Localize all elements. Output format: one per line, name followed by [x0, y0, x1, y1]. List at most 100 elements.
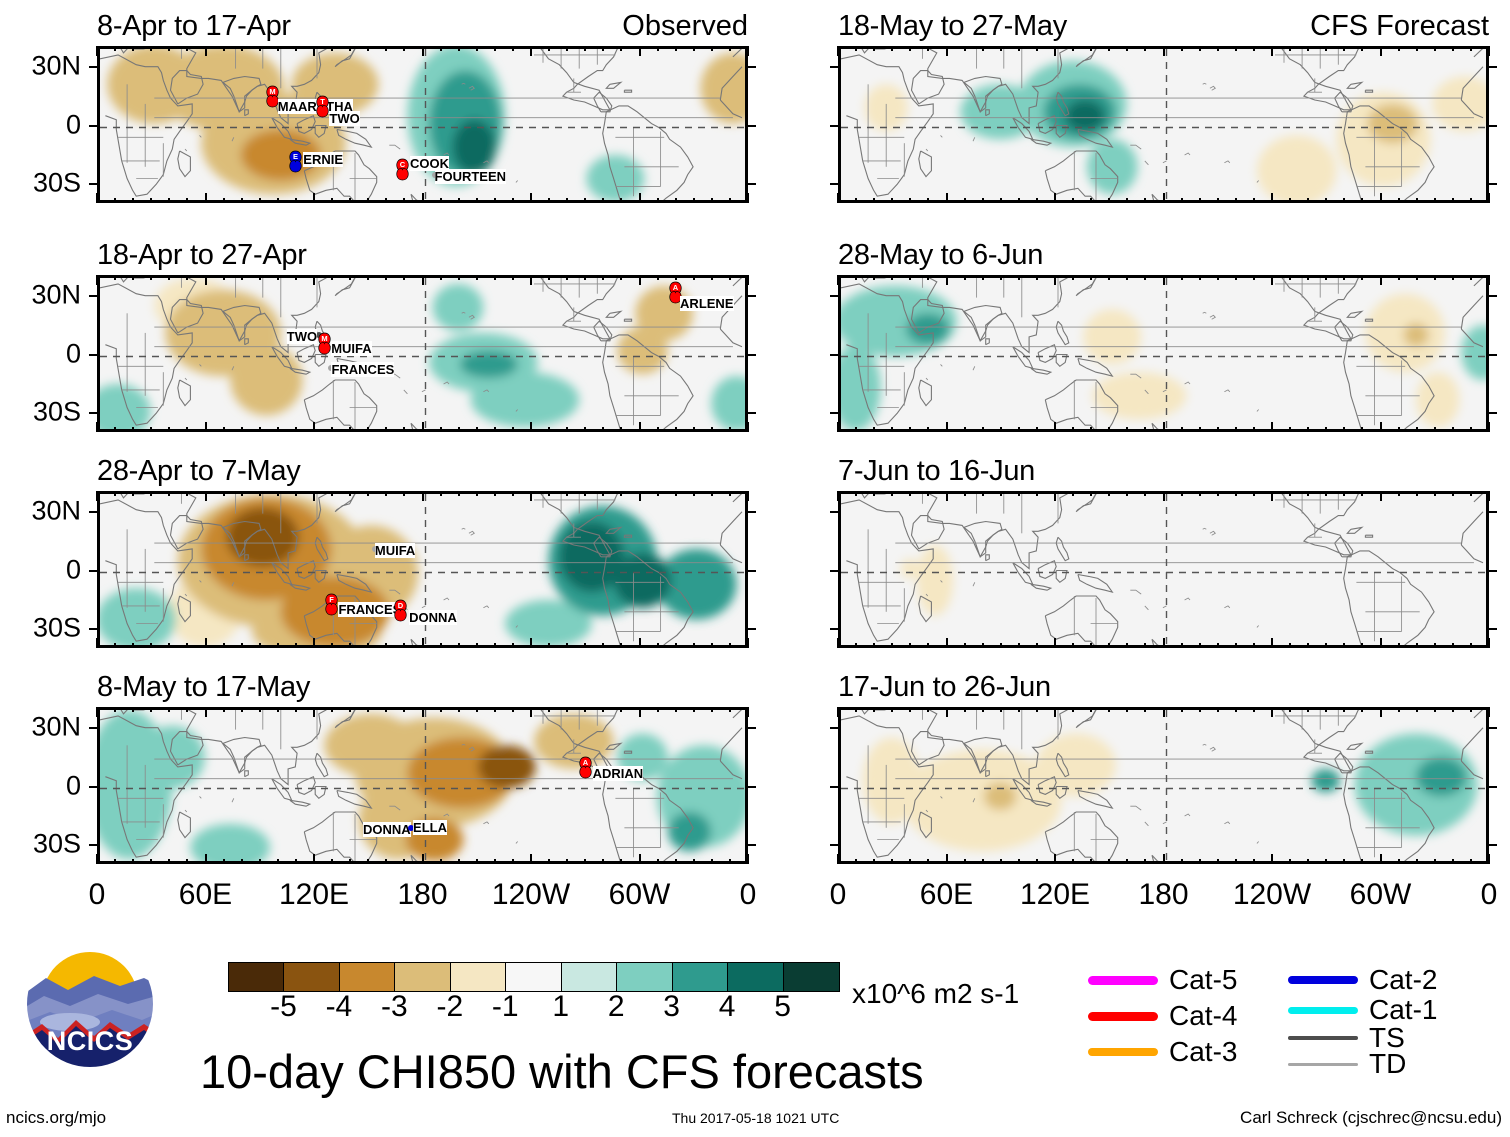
x-major-tick: [638, 854, 641, 864]
y-axis-label: 30S: [32, 828, 81, 859]
storm-symbol[interactable]: T: [314, 95, 331, 118]
border-path: [443, 813, 450, 817]
x-minor-tick: [222, 491, 225, 496]
x-minor-tick: [1108, 275, 1111, 280]
coastline-path: [1473, 710, 1483, 719]
colorbar-cell: [284, 963, 340, 991]
x-minor-tick: [1289, 198, 1292, 203]
border-path: [231, 366, 235, 371]
x-minor-tick: [331, 198, 334, 203]
x-minor-tick: [873, 707, 876, 712]
political-borders: [118, 49, 733, 200]
coastline-path: [120, 49, 327, 125]
x-minor-tick: [1144, 46, 1147, 51]
x-minor-tick: [493, 275, 496, 280]
coastline-path: [985, 109, 990, 117]
x-minor-tick: [710, 198, 713, 203]
border-path: [389, 144, 401, 150]
y-tick: [89, 183, 98, 186]
x-minor-tick: [493, 859, 496, 864]
storm-label: DONNA: [409, 609, 457, 625]
coastline-path: [120, 278, 327, 354]
storm-symbol[interactable]: E: [287, 150, 304, 173]
border-path: [1162, 605, 1167, 609]
storm-track-point[interactable]: [315, 331, 322, 338]
x-minor-tick: [1216, 198, 1219, 203]
x-minor-tick: [385, 275, 388, 280]
x-minor-tick: [168, 275, 171, 280]
y-tick: [830, 569, 839, 572]
x-minor-tick: [331, 643, 334, 648]
coastline-path: [1075, 494, 1097, 513]
x-minor-tick: [349, 275, 352, 280]
x-major-tick: [1054, 46, 1056, 56]
x-minor-tick: [602, 46, 605, 51]
coastline-path: [120, 494, 327, 570]
x-minor-tick: [981, 46, 984, 51]
footer-left[interactable]: ncics.org/mjo: [6, 1108, 107, 1127]
x-minor-tick: [258, 643, 261, 648]
storm-symbol[interactable]: F: [323, 593, 340, 616]
border-path: [184, 377, 188, 381]
colorbar-tick-label: 2: [607, 990, 625, 1023]
y-tick: [830, 124, 839, 127]
x-minor-tick: [855, 275, 858, 280]
x-minor-tick: [710, 643, 713, 648]
storm-symbol[interactable]: C: [394, 158, 411, 181]
x-major-tick: [1488, 854, 1490, 864]
x-minor-tick: [1072, 427, 1075, 432]
x-minor-tick: [132, 491, 135, 496]
x-axis-label: 120E: [1019, 878, 1091, 911]
x-major-tick: [204, 422, 207, 432]
x-major-tick: [1054, 275, 1056, 285]
storm-symbol[interactable]: A: [577, 756, 594, 779]
x-major-tick: [1271, 491, 1273, 501]
x-minor-tick: [656, 427, 659, 432]
storm-track-point[interactable]: [408, 824, 415, 831]
x-axis-label: 180: [397, 878, 448, 911]
storm-symbol[interactable]: M: [316, 332, 333, 355]
x-minor-tick: [457, 46, 460, 51]
x-major-tick: [421, 46, 424, 56]
y-tick: [1488, 726, 1497, 729]
x-minor-tick: [294, 275, 297, 280]
x-minor-tick: [132, 198, 135, 203]
ncics-logo-text: NCICS: [46, 1026, 134, 1056]
coastline-path: [1044, 379, 1119, 429]
x-major-tick: [96, 193, 98, 203]
x-minor-tick: [548, 46, 551, 51]
x-major-tick: [837, 707, 839, 717]
x-major-tick: [96, 638, 98, 648]
coastline-path: [1077, 128, 1114, 149]
x-minor-tick: [511, 198, 514, 203]
x-minor-tick: [999, 491, 1002, 496]
x-minor-tick: [1289, 859, 1292, 864]
x-minor-tick: [1397, 427, 1400, 432]
x-minor-tick: [1017, 859, 1020, 864]
x-minor-tick: [511, 275, 514, 280]
x-minor-tick: [963, 707, 966, 712]
panel-title: 18-May to 27-May: [838, 10, 1067, 42]
border-path: [199, 135, 202, 138]
x-minor-tick: [656, 707, 659, 712]
colorbar-cell: [617, 963, 673, 991]
storm-symbol[interactable]: D: [392, 599, 409, 622]
x-major-tick: [747, 46, 749, 56]
panel-3: 28-Apr to 7-May MUIFA F FRANCES D DONNA 30N 0 30…: [31, 455, 756, 648]
storm-label: FRANCES: [338, 601, 402, 617]
y-tick: [830, 65, 839, 68]
x-minor-tick: [294, 859, 297, 864]
contour-blob: [900, 558, 919, 579]
x-major-tick: [1271, 193, 1273, 203]
x-minor-tick: [656, 46, 659, 51]
x-minor-tick: [1415, 707, 1418, 712]
x-minor-tick: [439, 707, 442, 712]
coastline-path: [1075, 49, 1097, 68]
y-axis-label: 30N: [31, 279, 81, 310]
x-minor-tick: [294, 491, 297, 496]
footer-right-author[interactable]: Carl Schreck (cjschrec@ncsu.edu): [1240, 1108, 1502, 1127]
border-path: [1209, 746, 1216, 752]
storm-label: DONNA: [362, 821, 411, 837]
contour-blob: [100, 588, 176, 645]
x-minor-tick: [1397, 46, 1400, 51]
